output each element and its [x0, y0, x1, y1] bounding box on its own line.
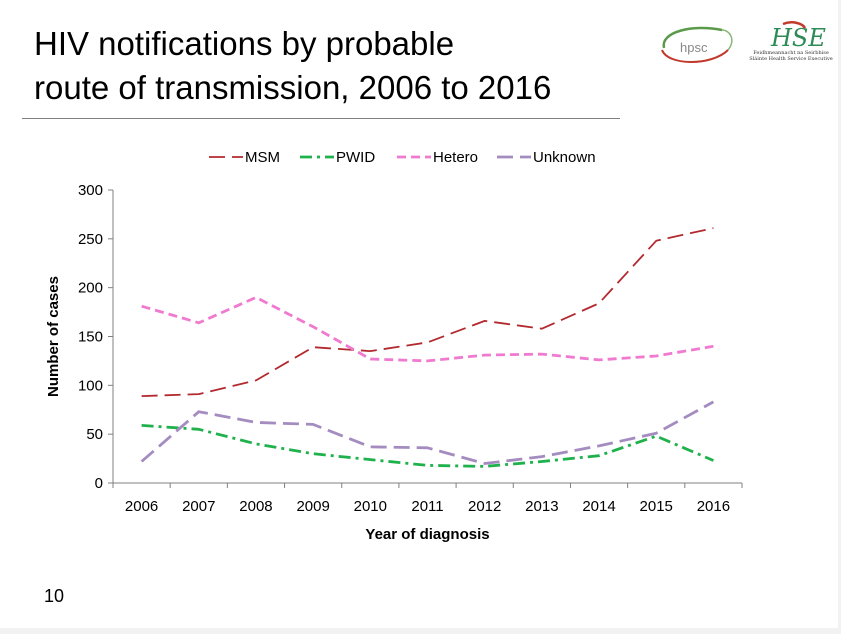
y-tick-label: 150	[78, 329, 103, 346]
slide-number: 10	[44, 586, 65, 606]
y-tick-label: 50	[86, 426, 103, 443]
title-divider	[22, 118, 620, 119]
legend-label-msm: MSM	[245, 149, 280, 166]
legend-label-unknown: Unknown	[533, 149, 596, 166]
hse-logo-caption: Feidhmeannacht na Seirbhíse Sláinte Heal…	[749, 50, 833, 62]
x-tick-label: 2014	[582, 498, 615, 515]
x-tick-label: 2010	[354, 498, 387, 515]
y-tick-label: 100	[78, 377, 103, 394]
title-line-2: route of transmission, 2006 to 2016	[34, 69, 552, 106]
x-axis-title: Year of diagnosis	[365, 526, 489, 543]
series-line-msm	[141, 227, 714, 397]
x-tick-label: 2008	[239, 498, 272, 515]
x-tick-label: 2009	[296, 498, 329, 515]
title-line-1: HIV notifications by probable	[34, 25, 455, 62]
series-line-hetero	[141, 295, 714, 363]
hse-logo-mark: HSE	[770, 24, 826, 52]
hse-logo: HSE	[770, 21, 826, 52]
x-tick-label: 2011	[411, 498, 443, 515]
x-tick-label: 2012	[468, 498, 501, 515]
x-tick-label: 2015	[640, 498, 673, 515]
y-tick-label: 300	[78, 182, 103, 199]
legend-label-pwid: PWID	[336, 149, 375, 166]
slide-title: HIV notifications by probable route of t…	[34, 22, 634, 110]
series-line-unknown	[140, 400, 715, 465]
y-tick-label: 0	[95, 475, 103, 492]
series-line-pwid	[141, 424, 714, 468]
hpsc-logo-text: hpsc	[680, 40, 708, 55]
legend-label-hetero: Hetero	[433, 149, 478, 166]
hpsc-logo: hpsc	[661, 26, 733, 63]
y-tick-label: 250	[78, 231, 103, 248]
x-tick-label: 2006	[125, 498, 158, 515]
y-axis-title: Number of cases	[45, 276, 62, 397]
x-tick-label: 2007	[182, 498, 215, 515]
x-tick-label: 2016	[697, 498, 730, 515]
y-tick-label: 200	[78, 280, 103, 297]
x-tick-label: 2013	[525, 498, 558, 515]
